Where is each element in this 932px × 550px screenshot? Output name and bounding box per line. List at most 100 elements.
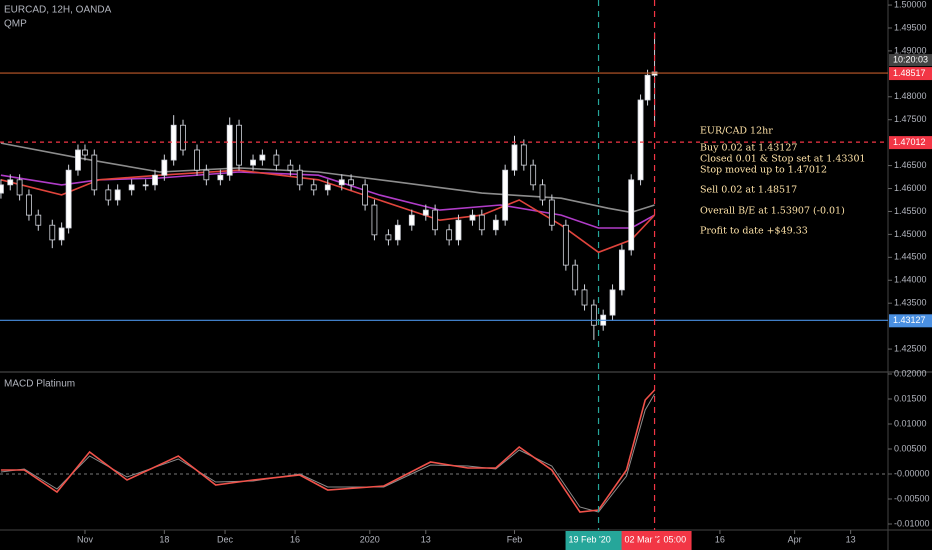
annotation-line: Sell 0.02 at 1.48517 xyxy=(700,185,797,196)
candle-body xyxy=(0,184,4,194)
event-time: 05:00 xyxy=(664,534,687,544)
candle-body xyxy=(26,194,32,216)
y-tick-label: 1.45500 xyxy=(894,206,927,216)
y-tick-label: 1.49500 xyxy=(894,22,927,32)
indicator-name: QMP xyxy=(4,19,27,30)
candle-body xyxy=(180,124,186,151)
candle-body xyxy=(348,179,354,186)
candle-body xyxy=(408,214,415,226)
candle-body xyxy=(82,149,88,156)
macd-title: MACD Platinum xyxy=(4,379,75,390)
candle-body xyxy=(310,184,317,191)
candle-body xyxy=(446,229,453,241)
candle-body xyxy=(618,249,625,291)
candle-body xyxy=(65,169,72,229)
y-tick-label: 1.49000 xyxy=(894,45,927,55)
candle-body xyxy=(273,154,280,166)
candle-body xyxy=(7,179,14,186)
candle-body xyxy=(324,184,331,191)
candle-body xyxy=(422,209,429,216)
candle-body xyxy=(128,184,135,191)
event-label: 02 Mar '20 xyxy=(625,534,667,544)
price-level-box xyxy=(889,136,932,150)
symbol-title: EURCAD, 12H, OANDA xyxy=(4,5,112,16)
candle-body xyxy=(16,179,23,196)
candle-body xyxy=(152,174,158,186)
y-tick-label: 1.46500 xyxy=(894,160,927,170)
candle-body xyxy=(637,99,644,181)
event-label: 19 Feb '20 xyxy=(569,534,611,544)
candle-body xyxy=(338,179,345,186)
x-tick-label: 13 xyxy=(421,534,431,544)
y-tick-label: 0.00500 xyxy=(894,443,927,453)
y-tick-label: -0.00500 xyxy=(894,493,930,503)
candle-body xyxy=(236,124,242,166)
y-tick-label: 0.01000 xyxy=(894,418,927,428)
y-tick-label: 1.46000 xyxy=(894,183,927,193)
y-tick-label: 1.47500 xyxy=(894,114,927,124)
candle-body xyxy=(581,289,588,306)
y-tick-label: 1.44500 xyxy=(894,252,927,262)
candle-body xyxy=(628,179,635,251)
moving-average xyxy=(0,142,655,214)
candle-body xyxy=(432,209,439,231)
x-tick-label: 16 xyxy=(290,534,300,544)
candle-body xyxy=(539,184,546,201)
price-level-label: 1.47012 xyxy=(893,137,926,147)
x-tick-label: 16 xyxy=(715,534,725,544)
candle-body xyxy=(469,214,476,221)
candle-body xyxy=(114,189,121,201)
price-level-label: 1.48517 xyxy=(893,68,926,78)
price-level-label: 1.43127 xyxy=(893,315,926,325)
y-tick-label: -0.01000 xyxy=(894,518,930,528)
y-tick-label: 1.44000 xyxy=(894,275,927,285)
annotation-line: Stop moved up to 1.47012 xyxy=(700,165,827,176)
price-level-box xyxy=(889,314,932,328)
candle-body xyxy=(572,264,579,291)
moving-average xyxy=(0,169,656,254)
candle-body xyxy=(394,224,401,241)
candle-body xyxy=(511,144,518,171)
candle-body xyxy=(75,149,81,171)
y-tick-label: -0.00000 xyxy=(894,468,930,478)
candle-body xyxy=(548,199,555,226)
candle-body xyxy=(49,224,56,241)
x-tick-label: Feb xyxy=(507,534,523,544)
y-tick-label: 1.45000 xyxy=(894,229,927,239)
annotation-line: EUR/CAD 12hr xyxy=(700,126,773,137)
candle-body xyxy=(362,184,368,206)
y-tick-label: 1.42500 xyxy=(894,343,927,353)
x-tick-label: Dec xyxy=(217,534,234,544)
x-tick-label: 2020 xyxy=(360,534,380,544)
candle-body xyxy=(455,219,462,241)
candle-body xyxy=(105,189,112,201)
candle-body xyxy=(562,224,569,266)
event-label-box xyxy=(565,531,632,550)
candle-body xyxy=(371,204,378,236)
candle-body xyxy=(296,169,303,186)
candle-body xyxy=(203,169,210,181)
countdown-label: 10:20:03 xyxy=(893,54,928,64)
y-tick-label: 0.02000 xyxy=(894,368,927,378)
candle-body xyxy=(520,144,527,166)
y-tick-label: 1.43500 xyxy=(894,298,927,308)
candle-body xyxy=(250,159,256,166)
candle-body xyxy=(287,164,294,171)
annotation-line: Buy 0.02 at 1.43127 xyxy=(700,143,797,154)
x-tick-label: 18 xyxy=(159,534,169,544)
candle-body xyxy=(217,174,224,181)
candle-body xyxy=(609,289,616,316)
event-time-box xyxy=(659,531,692,550)
candle-body xyxy=(590,304,597,326)
candle-body xyxy=(142,184,149,187)
candle-body xyxy=(259,154,266,161)
candle-body xyxy=(644,74,651,101)
candle-body xyxy=(161,159,168,176)
candle-body xyxy=(194,149,200,171)
y-tick-label: 1.48000 xyxy=(894,91,927,101)
candle-body xyxy=(35,214,42,226)
y-tick-label: 0.01500 xyxy=(894,393,927,403)
candle-body xyxy=(530,164,537,186)
